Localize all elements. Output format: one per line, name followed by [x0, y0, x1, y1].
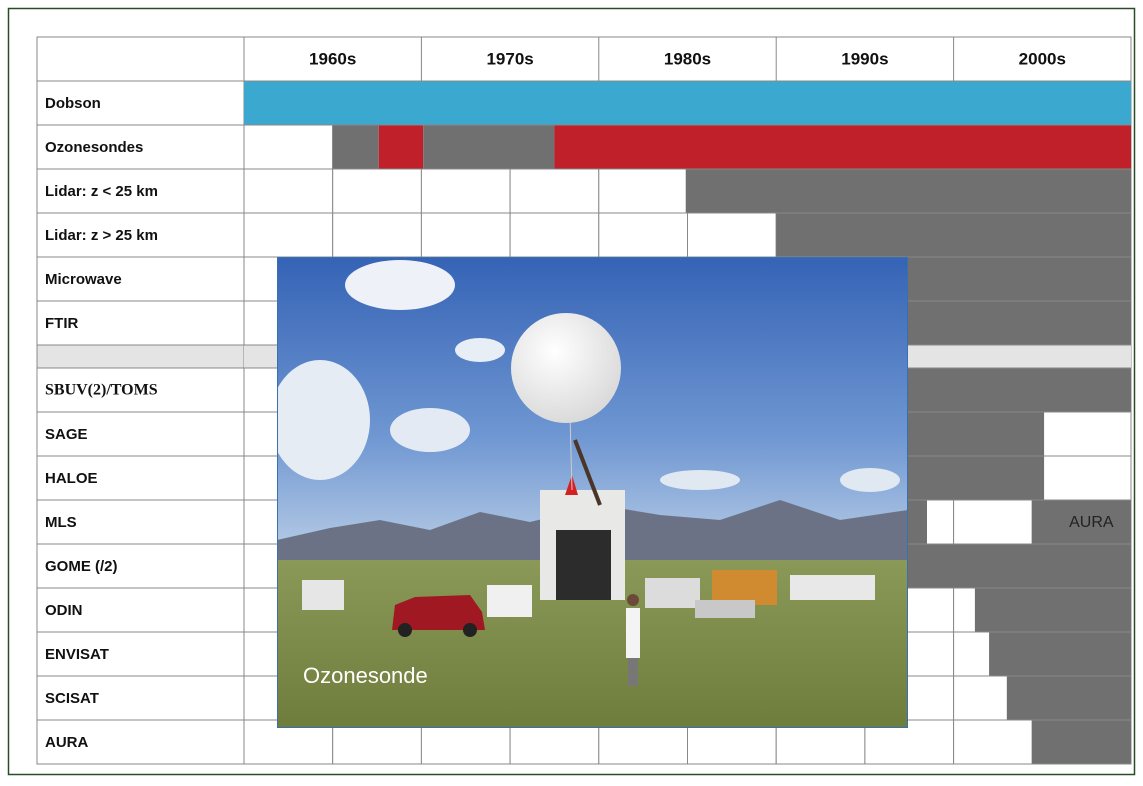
coverage-bar [974, 588, 1131, 632]
coverage-bar [989, 632, 1131, 676]
cell [953, 499, 1043, 545]
cell [953, 719, 1043, 765]
column-header: 1980s [664, 49, 711, 68]
row-label: Ozonesondes [45, 139, 143, 156]
cell [332, 212, 422, 258]
cell [509, 212, 600, 258]
row-label: Microwave [45, 271, 122, 288]
row-label-cell [36, 411, 245, 457]
coverage-bar [1006, 676, 1131, 720]
cell [1041, 455, 1132, 501]
cell [243, 168, 334, 214]
row-label-cell [36, 631, 245, 677]
coverage-bar [776, 213, 1131, 257]
row-label: SCISAT [45, 690, 99, 707]
coverage-bar [378, 125, 424, 169]
row-label: ENVISAT [45, 646, 109, 663]
row-label-cell [36, 455, 245, 501]
cell [598, 212, 688, 258]
coverage-bar [1031, 500, 1131, 544]
column-header: 1990s [841, 49, 888, 68]
cell [420, 212, 511, 258]
cell [243, 124, 334, 170]
cell [1041, 411, 1132, 457]
row-label: AURA [45, 734, 88, 751]
coverage-bar [554, 125, 1131, 169]
cell [598, 168, 688, 214]
bar-label: AURA [1069, 514, 1114, 531]
coverage-bar [864, 544, 1131, 588]
row-label: ODIN [45, 602, 83, 619]
cell [687, 212, 777, 258]
photo-caption: Ozonesonde [303, 663, 428, 688]
column-header: 2000s [1019, 49, 1066, 68]
row-label-cell [36, 587, 245, 633]
coverage-bar [685, 169, 1131, 213]
row-label-cell [36, 675, 245, 721]
row-label: Lidar: z > 25 km [45, 227, 158, 244]
row-label: Dobson [45, 95, 101, 112]
row-label: GOME (/2) [45, 558, 118, 575]
column-header: 1960s [309, 49, 356, 68]
cell [509, 168, 600, 214]
row-label-cell [36, 124, 245, 170]
cell [332, 168, 422, 214]
row-label: Lidar: z < 25 km [45, 183, 158, 200]
row-label: HALOE [45, 470, 98, 487]
cell [420, 168, 511, 214]
row-label: SAGE [45, 426, 88, 443]
row-label: FTIR [45, 315, 78, 332]
row-label: SBUV(2)/TOMS [45, 382, 158, 399]
timeline-table: 1960s 1970s 1980s 1990s 2000s Dobson Ozonesond… [36, 36, 1132, 765]
row-label-cell [36, 256, 245, 302]
header-row [36, 36, 1132, 82]
row-label-cell [36, 543, 245, 589]
photo-border [277, 257, 908, 728]
coverage-bar [1031, 720, 1131, 764]
column-header: 1970s [486, 49, 533, 68]
coverage-bar [423, 125, 555, 169]
row-label-cell [36, 344, 245, 369]
row-label-cell [36, 212, 245, 258]
photo [277, 257, 908, 728]
coverage-bar [332, 125, 379, 169]
coverage-bar [244, 81, 1131, 125]
row-label-cell [36, 168, 245, 214]
cell [243, 212, 334, 258]
row-label: MLS [45, 514, 77, 531]
